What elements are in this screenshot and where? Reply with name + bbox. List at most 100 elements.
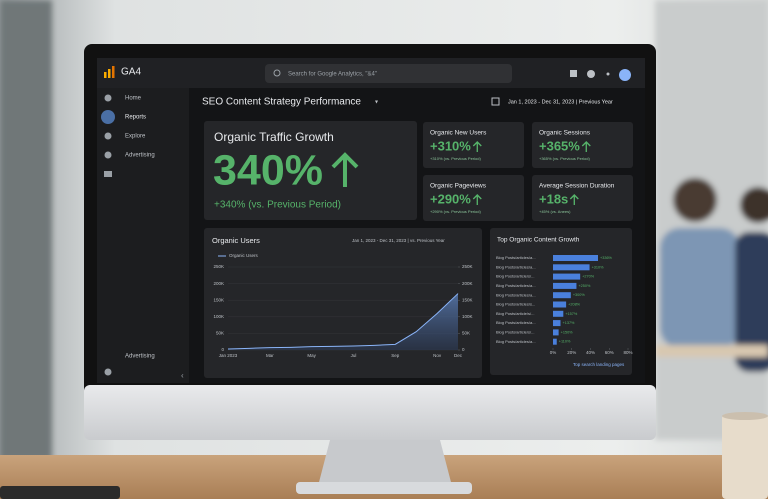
y2-tick-label: 50K (462, 331, 470, 336)
metric-comparison: +290% (vs. Previous Period) (430, 209, 481, 214)
collapse-icon[interactable]: ‹ (181, 371, 184, 380)
window (0, 0, 52, 460)
bar-label: Blog Posts/articles/s... (496, 302, 535, 307)
logo-bar (108, 69, 111, 78)
logo-bar (104, 72, 107, 78)
avatar[interactable] (619, 69, 631, 81)
y-tick-label: 50K (216, 331, 224, 336)
bar-label: Blog Posts/articles/a... (496, 320, 536, 325)
x-tick-label: 80% (623, 350, 632, 355)
up-arrow (472, 194, 482, 205)
y2-tick-label: 200K (462, 281, 473, 286)
up-arrow (569, 194, 579, 205)
metric-comparison: +45% (vs. Anees) (539, 209, 571, 214)
x-tick-label: 40% (586, 350, 595, 355)
y2-tick-label: 0 (462, 347, 465, 352)
nav-icon (104, 94, 112, 102)
help-icon[interactable] (587, 70, 595, 78)
hero-card (204, 121, 417, 220)
nav-item[interactable]: Reports (125, 115, 146, 121)
bar (553, 282, 577, 289)
x-tick-label: Jan 2023 (219, 353, 238, 358)
metric-card (532, 175, 633, 221)
metric-title: Organic Sessions (539, 130, 591, 137)
bar (553, 301, 567, 308)
bar-label: Blog Posts/article/s/... (496, 274, 534, 279)
bar (553, 264, 590, 271)
sidebar (97, 88, 189, 383)
bar (553, 338, 557, 345)
table (655, 345, 768, 357)
up-arrow (581, 141, 591, 152)
nav-icon (104, 132, 112, 140)
bar (553, 255, 598, 261)
x-tick-label: Mar (266, 353, 274, 358)
x-tick-label: Sep (391, 353, 400, 358)
up-arrow (331, 152, 359, 187)
search-box[interactable] (265, 64, 512, 83)
bar-label: Blog Posts/articles/a... (496, 264, 536, 269)
bar-label: Blog Posts/articles/a... (496, 292, 536, 297)
legend-label: Organic Users (229, 253, 259, 258)
bar-label: Blog Posts/articles/a... (496, 339, 536, 344)
chart-subtitle[interactable]: Jan 1, 2023 - Dec 31, 2023 | vs. Previou… (352, 238, 445, 243)
metric-value: +310% (430, 138, 471, 153)
chart-title: Organic Users (212, 236, 260, 245)
title-dropdown[interactable]: ▾ (375, 100, 378, 106)
nav-footer[interactable]: Advertising (125, 354, 155, 360)
nav-item[interactable]: Explore (125, 134, 146, 140)
person (735, 232, 768, 372)
x-tick-label: 0% (550, 350, 557, 355)
x-tick-label: Nov (433, 353, 442, 358)
stand (318, 440, 452, 486)
menu-icon[interactable] (606, 72, 610, 76)
hero-title: Organic Traffic Growth (214, 130, 334, 144)
calendar-icon (491, 97, 500, 106)
bar-label: Blog Posts/articles/a... (496, 283, 536, 288)
chart-link[interactable]: Top search landing pages (573, 362, 625, 367)
chart-title: Top Organic Content Growth (497, 237, 580, 244)
x-tick-label: Dec (454, 353, 463, 358)
bar-annotation: +208% (568, 303, 581, 307)
nav-item[interactable]: Advertising (125, 153, 155, 159)
bar-label: Blog Posts/article/s/... (496, 311, 534, 316)
head (673, 178, 717, 222)
y-tick-label: 250K (213, 264, 224, 269)
bar (553, 273, 581, 280)
head (740, 187, 768, 223)
x-tick-label: May (307, 353, 316, 358)
people (655, 0, 768, 440)
x-tick-label: 60% (605, 350, 614, 355)
metric-title: Average Session Duration (539, 183, 615, 190)
bar (553, 320, 561, 327)
area (228, 293, 458, 350)
x-tick-label: 20% (567, 350, 576, 355)
search-icon (273, 69, 281, 77)
apps-icon[interactable] (570, 70, 577, 77)
x-tick-label: Jul (351, 353, 357, 358)
metric-comparison: +365% (vs. Previous Period) (539, 156, 590, 161)
mug-rim (722, 412, 768, 420)
logo (104, 66, 115, 78)
date-range[interactable]: Jan 1, 2023 - Dec 31, 2023 | Previous Ye… (508, 99, 613, 105)
metric-title: Organic Pageviews (430, 183, 487, 190)
nav-icon (104, 171, 112, 177)
search-placeholder[interactable]: Search for Google Analytics, "&4" (288, 72, 377, 78)
nav-item[interactable]: Home (125, 96, 142, 102)
y-tick-label: 200K (213, 281, 224, 286)
person (660, 228, 740, 348)
bar-label: Blog Posts/articles/a... (496, 255, 536, 260)
bar-annotation: +250% (578, 284, 591, 288)
y-tick-label: 100K (213, 314, 224, 319)
metric-value: +365% (539, 138, 580, 153)
y2-tick-label: 250K (462, 264, 473, 269)
bar-annotation: +270% (582, 275, 595, 279)
nav-active (101, 110, 115, 124)
settings-icon[interactable] (104, 368, 112, 376)
bar-annotation: +150% (561, 330, 574, 334)
stand-base (296, 482, 472, 494)
y-tick-label: 150K (213, 297, 224, 302)
bar-annotation: +110% (559, 340, 571, 344)
